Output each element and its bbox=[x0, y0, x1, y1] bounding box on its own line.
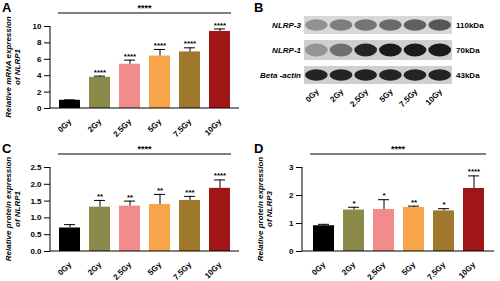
html-text:B: B bbox=[254, 0, 264, 15]
svg-text:2.0: 2.0 bbox=[30, 180, 42, 189]
svg-text:****: **** bbox=[184, 39, 197, 48]
svg-text:5Gy: 5Gy bbox=[400, 260, 417, 277]
html-text:C: C bbox=[2, 141, 12, 156]
svg-text:****: **** bbox=[214, 21, 227, 30]
svg-text:**: ** bbox=[127, 193, 134, 202]
svg-text:10: 10 bbox=[33, 22, 42, 31]
svg-text:**: ** bbox=[97, 192, 104, 201]
svg-text:7.5Gy: 7.5Gy bbox=[425, 260, 447, 281]
svg-text:2.5Gy: 2.5Gy bbox=[365, 260, 387, 281]
svg-text:****: **** bbox=[137, 3, 152, 13]
html-text:Relative mRNA expression of NL: Relative mRNA expression of NLRP1 bbox=[4, 16, 22, 118]
svg-text:*: * bbox=[382, 191, 386, 200]
svg-text:2: 2 bbox=[289, 191, 294, 200]
svg-text:2.5: 2.5 bbox=[30, 163, 42, 172]
svg-text:7.5Gy: 7.5Gy bbox=[171, 117, 193, 138]
html-text:D: D bbox=[254, 141, 264, 156]
svg-text:Beta -actin: Beta -actin bbox=[260, 71, 301, 80]
svg-text:5Gy: 5Gy bbox=[146, 117, 163, 134]
svg-text:2Gy: 2Gy bbox=[86, 117, 103, 134]
svg-text:**: ** bbox=[157, 186, 164, 195]
svg-text:*: * bbox=[352, 199, 356, 208]
svg-text:2Gy: 2Gy bbox=[86, 260, 103, 277]
svg-text:****: **** bbox=[94, 68, 107, 77]
svg-text:****: **** bbox=[214, 171, 227, 180]
svg-text:3: 3 bbox=[289, 163, 294, 172]
svg-text:***: *** bbox=[185, 188, 195, 197]
svg-text:10Gy: 10Gy bbox=[203, 117, 224, 138]
svg-text:****: **** bbox=[468, 167, 481, 176]
svg-text:110kDa: 110kDa bbox=[456, 21, 484, 30]
svg-text:7.5Gy: 7.5Gy bbox=[398, 87, 420, 109]
svg-text:4: 4 bbox=[37, 71, 42, 80]
svg-text:2.5Gy: 2.5Gy bbox=[111, 260, 133, 281]
html-text:Relative protein expression of: Relative protein expression of NLRP3 bbox=[256, 156, 274, 262]
svg-text:70kDa: 70kDa bbox=[456, 46, 480, 55]
svg-text:10Gy: 10Gy bbox=[457, 260, 478, 281]
svg-text:0Gy: 0Gy bbox=[304, 87, 321, 104]
svg-text:10Gy: 10Gy bbox=[424, 87, 445, 108]
svg-text:6: 6 bbox=[37, 55, 42, 64]
svg-text:****: **** bbox=[124, 52, 137, 61]
svg-text:**: ** bbox=[411, 198, 418, 207]
svg-text:1: 1 bbox=[289, 219, 294, 228]
svg-text:0Gy: 0Gy bbox=[56, 260, 73, 277]
svg-text:2Gy: 2Gy bbox=[328, 87, 345, 104]
svg-text:10Gy: 10Gy bbox=[203, 260, 224, 281]
svg-text:****: **** bbox=[154, 41, 167, 50]
svg-text:0: 0 bbox=[289, 247, 294, 256]
svg-text:7.5Gy: 7.5Gy bbox=[171, 260, 193, 281]
svg-text:5Gy: 5Gy bbox=[378, 87, 395, 104]
html-text:A: A bbox=[2, 0, 12, 15]
svg-text:NLRP-1: NLRP-1 bbox=[272, 46, 301, 55]
svg-text:43kDa: 43kDa bbox=[456, 71, 480, 80]
svg-text:0: 0 bbox=[37, 104, 42, 113]
svg-text:1.5: 1.5 bbox=[30, 197, 42, 206]
svg-text:8: 8 bbox=[37, 38, 42, 47]
svg-text:0.0: 0.0 bbox=[30, 247, 42, 256]
svg-text:0.5: 0.5 bbox=[30, 230, 42, 239]
html-text:Relative protein expression of: Relative protein expression of NLRP1 bbox=[4, 156, 22, 262]
svg-text:0Gy: 0Gy bbox=[310, 260, 327, 277]
svg-text:****: **** bbox=[391, 144, 406, 154]
svg-text:2.5Gy: 2.5Gy bbox=[348, 87, 370, 109]
svg-text:*: * bbox=[442, 200, 446, 209]
svg-text:****: **** bbox=[137, 144, 152, 154]
svg-text:1.0: 1.0 bbox=[30, 213, 42, 222]
svg-text:NLRP-3: NLRP-3 bbox=[272, 21, 301, 30]
svg-text:0Gy: 0Gy bbox=[56, 117, 73, 134]
svg-text:2Gy: 2Gy bbox=[340, 260, 357, 277]
svg-text:2.5Gy: 2.5Gy bbox=[111, 117, 133, 138]
svg-text:2: 2 bbox=[37, 88, 42, 97]
svg-text:5Gy: 5Gy bbox=[146, 260, 163, 277]
